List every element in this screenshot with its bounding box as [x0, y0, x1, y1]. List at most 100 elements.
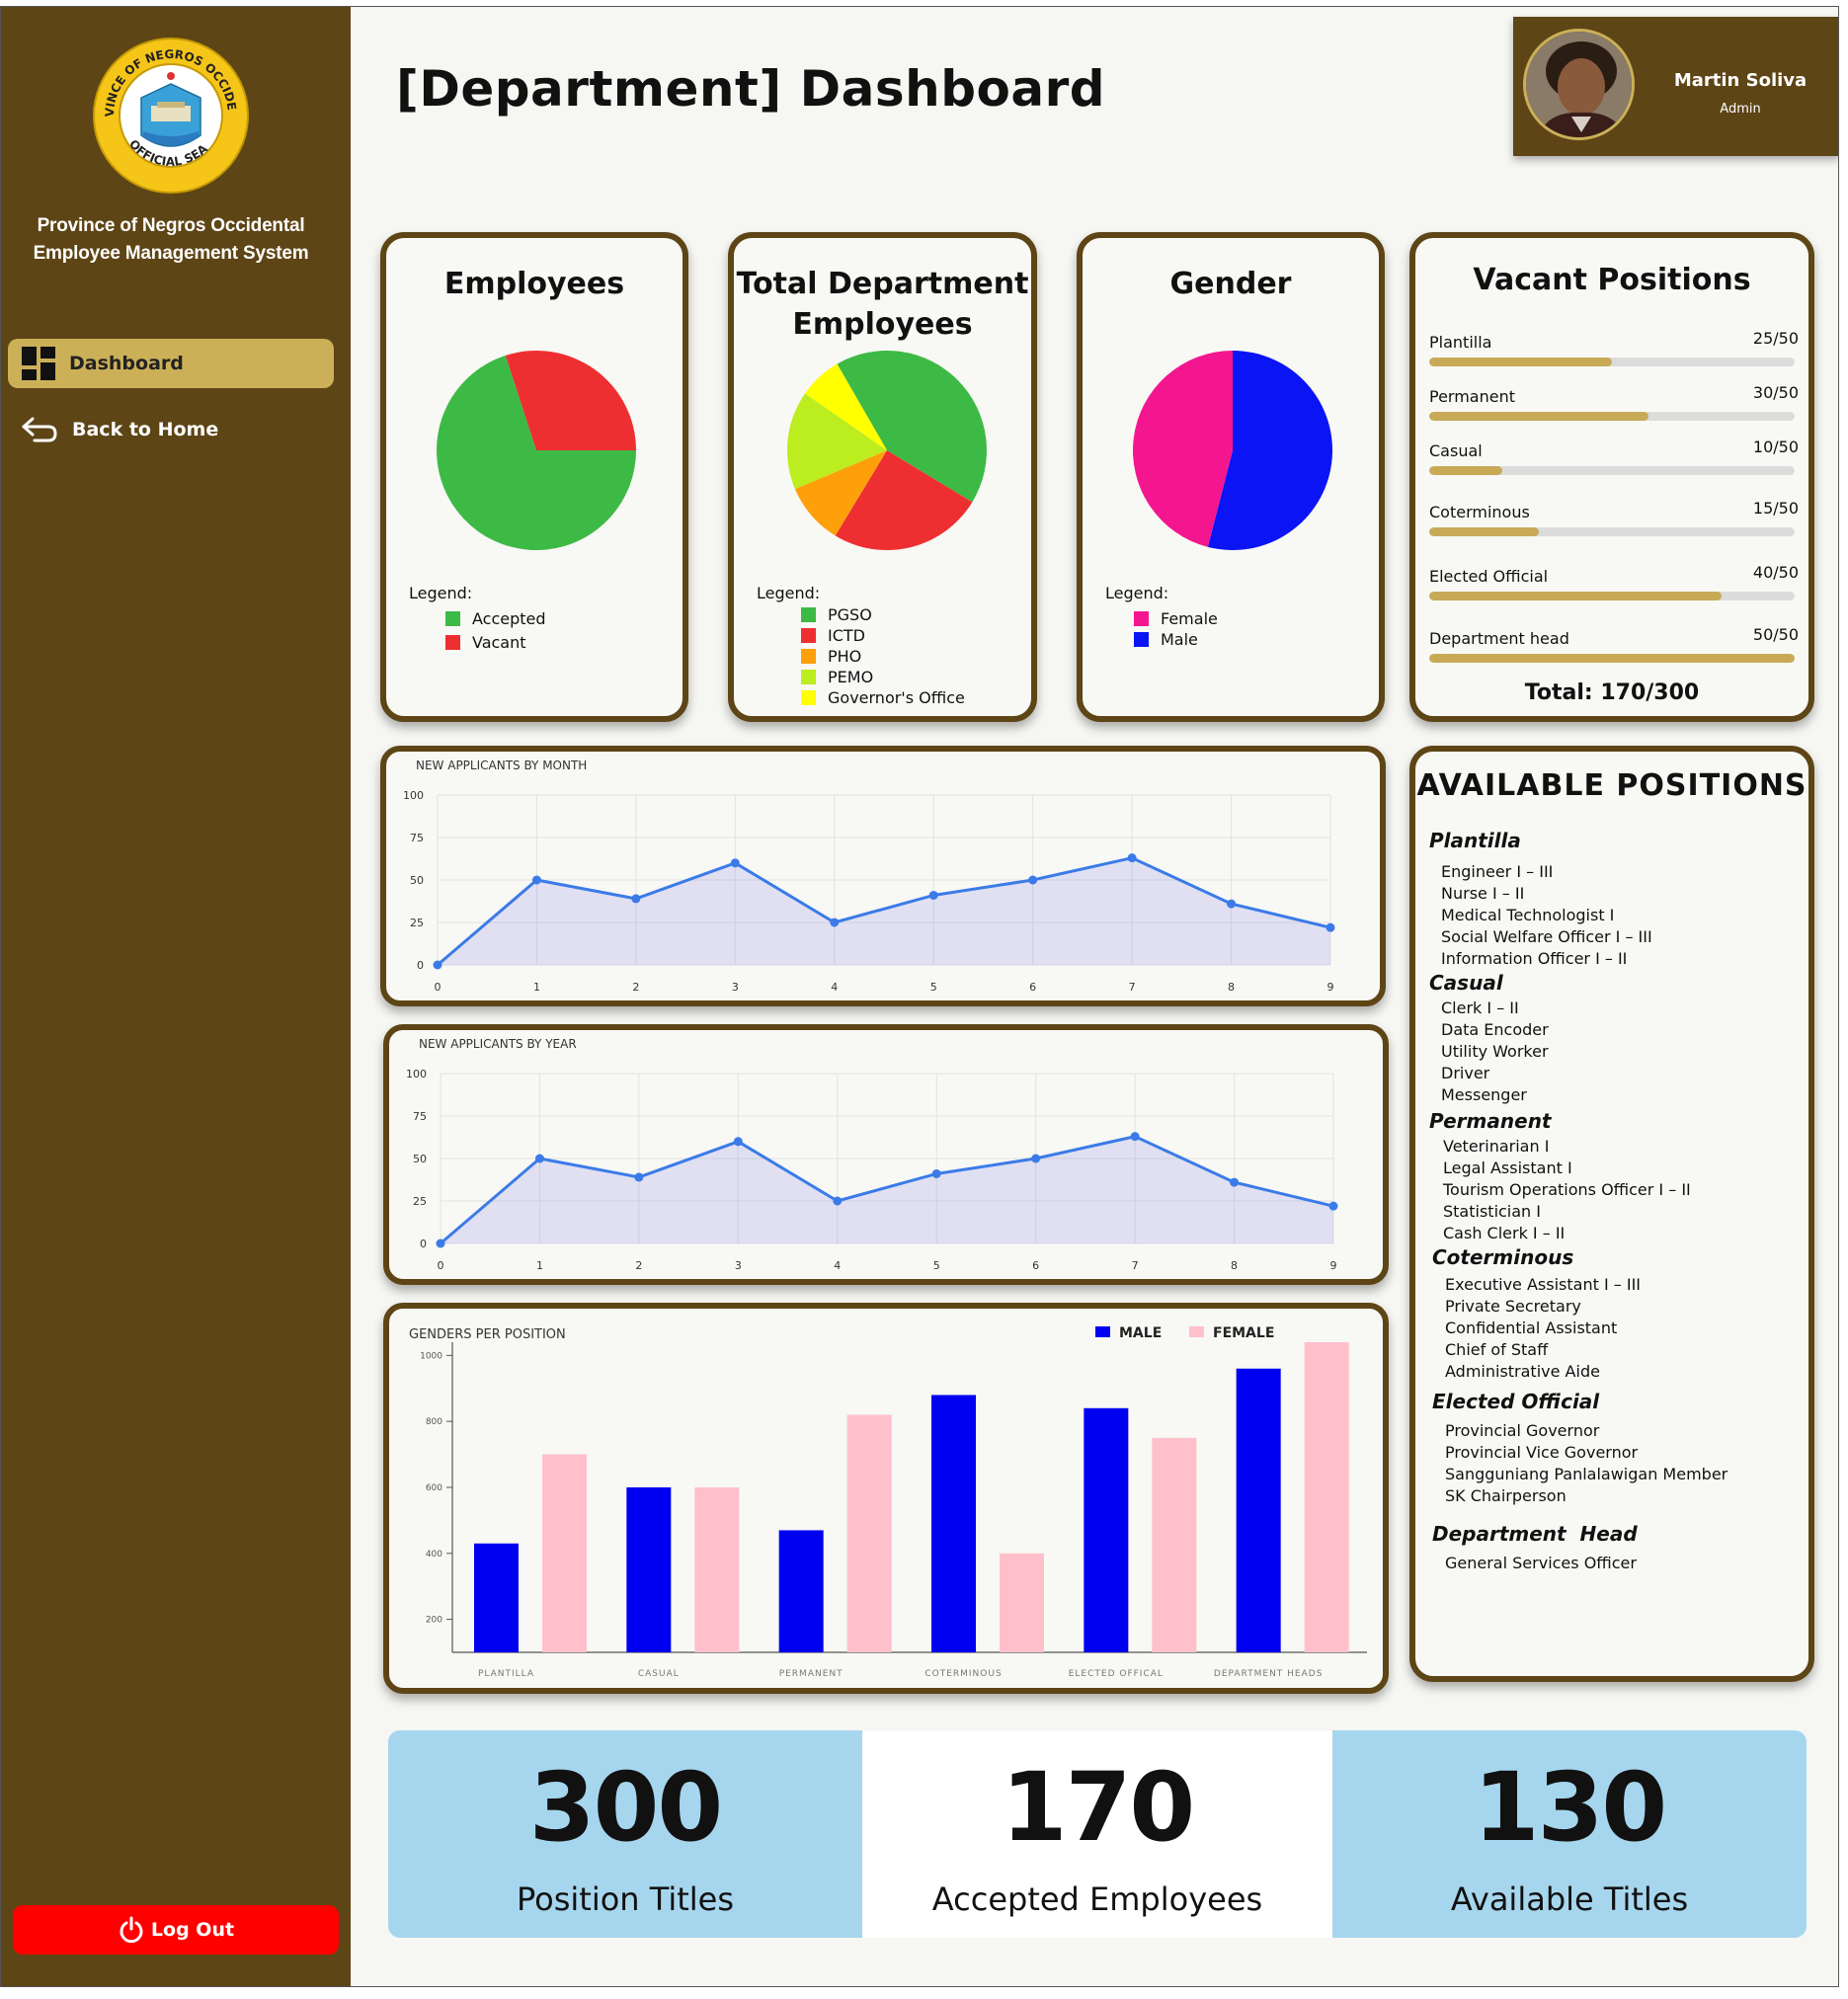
- card-title: Gender: [1169, 267, 1292, 301]
- vacant-total: Total: 170/300: [1524, 680, 1700, 705]
- vacant-progress-bar: [1429, 358, 1795, 366]
- pie-slice-pgso: [837, 351, 987, 503]
- position-item: SK Chairperson: [1445, 1486, 1567, 1505]
- vacant-progress-fill: [1429, 592, 1722, 600]
- y-tick-label: 25: [413, 1195, 427, 1208]
- data-point: [433, 960, 442, 970]
- x-tick-label: 8: [1231, 1259, 1238, 1272]
- bar-male-coterminous: [931, 1395, 976, 1652]
- legend-item-female: Female: [1134, 609, 1218, 628]
- pie-slice-female: [1133, 351, 1233, 547]
- data-point: [631, 894, 641, 904]
- data-point: [733, 1137, 743, 1147]
- legend-item-vacant: Vacant: [445, 633, 526, 652]
- pie-slice-ictd: [835, 450, 973, 550]
- bar-male-permanent: [778, 1530, 824, 1652]
- bar-female-plantilla: [542, 1454, 587, 1652]
- vacant-positions-card: Vacant Positions Plantilla 25/50 Permane…: [1409, 232, 1814, 722]
- genders-per-position-bar-chart: GENDERS PER POSITION MALE FEMALE 200 400 600 8…: [409, 1325, 1367, 1679]
- organization-name: Province of Negros Occidental Employee M…: [1, 212, 341, 268]
- stat-available-titles: 130 Available Titles: [1332, 1730, 1807, 1938]
- x-tick-label: 9: [1330, 1259, 1337, 1272]
- position-item: Medical Technologist I: [1441, 906, 1615, 924]
- applicants-by-month-line-chart: NEW APPLICANTS BY MONTH 0 25 50 75 100 0 1 2 3 4 5 6…: [403, 759, 1335, 994]
- position-item: Chief of Staff: [1445, 1340, 1549, 1359]
- x-tick-label: 0: [435, 981, 442, 994]
- user-name: Martin Soliva: [1673, 70, 1808, 91]
- y-tick-label: 75: [410, 832, 424, 844]
- position-item: Legal Assistant I: [1443, 1159, 1572, 1177]
- user-profile-card[interactable]: Martin Soliva Admin: [1513, 17, 1838, 156]
- position-category-department-head: Department Head: [1432, 1522, 1638, 1546]
- vacant-label: Coterminous: [1429, 503, 1530, 521]
- legend-label: Female: [1161, 609, 1218, 628]
- card-title-line2: Employees: [792, 307, 973, 342]
- data-point: [833, 1196, 843, 1206]
- data-point: [1031, 1154, 1041, 1163]
- y-tick-label: 25: [410, 917, 424, 929]
- legend-item-accepted: Accepted: [445, 609, 546, 628]
- position-item: Provincial Vice Governor: [1445, 1443, 1639, 1462]
- x-tick-label: 2: [635, 1259, 642, 1272]
- position-item: Statistician I: [1443, 1202, 1541, 1221]
- y-tick-label: 600: [426, 1483, 442, 1493]
- position-item: Sangguniang Panlalawigan Member: [1445, 1465, 1728, 1483]
- sidebar-item-back-to-home[interactable]: Back to Home: [21, 408, 218, 451]
- y-tick-label: 75: [413, 1110, 427, 1123]
- legend-label: MALE: [1119, 1325, 1162, 1341]
- bar-female-department-heads: [1304, 1342, 1349, 1652]
- stat-position-titles: 300 Position Titles: [388, 1730, 862, 1938]
- vacant-count: 40/50: [1752, 563, 1799, 582]
- position-item: Private Secretary: [1445, 1297, 1581, 1316]
- department-employees-pie-chart: [787, 351, 987, 550]
- legend-label: Vacant: [472, 633, 526, 652]
- vacant-label: Department head: [1429, 629, 1569, 648]
- logout-button[interactable]: Log Out: [13, 1905, 339, 1955]
- legend-item-ictd: ICTD: [801, 626, 865, 645]
- data-point: [928, 890, 938, 900]
- x-tick-label: 7: [1132, 1259, 1139, 1272]
- x-tick-label: 1: [533, 981, 540, 994]
- card-title-line1: Total Department: [736, 267, 1029, 301]
- x-tick-label: ELECTED OFFICAL: [1069, 1669, 1164, 1679]
- legend-label: Accepted: [472, 609, 546, 628]
- bar-male-elected-offical: [1084, 1407, 1129, 1652]
- legend-label: FEMALE: [1213, 1325, 1274, 1341]
- legend-label: PGSO: [828, 605, 872, 624]
- legend-swatch: [445, 635, 460, 650]
- total-department-employees-card: Total Department Employees Legend: PGSO …: [728, 232, 1037, 722]
- position-category-casual: Casual: [1429, 971, 1503, 995]
- legend-item-pgso: PGSO: [801, 605, 872, 624]
- stat-label: Available Titles: [1450, 1880, 1689, 1918]
- legend-label: PHO: [828, 647, 862, 666]
- position-item: Cash Clerk I – II: [1443, 1224, 1566, 1242]
- applicants-by-year-card: NEW APPLICANTS BY YEAR 0 25 50 75 100 0 1 2 3 4 5 6 7…: [383, 1024, 1389, 1285]
- pie-slice-male: [1207, 351, 1332, 550]
- vacant-count: 15/50: [1752, 499, 1799, 518]
- sidebar-item-label: Dashboard: [69, 353, 184, 374]
- legend-swatch: [801, 649, 816, 664]
- bar-male-plantilla: [474, 1543, 519, 1652]
- position-item: Clerk I – II: [1441, 999, 1519, 1017]
- genders-per-position-card: GENDERS PER POSITION MALE FEMALE 200 400 600 8…: [383, 1303, 1389, 1694]
- chart-title: GENDERS PER POSITION: [409, 1327, 566, 1342]
- x-tick-label: 7: [1129, 981, 1136, 994]
- vacant-progress-bar: [1429, 527, 1795, 536]
- vacant-progress-fill: [1429, 654, 1795, 663]
- position-item: Nurse I – II: [1441, 884, 1525, 903]
- y-tick-label: 200: [426, 1616, 442, 1626]
- position-category-plantilla: Plantilla: [1429, 829, 1521, 852]
- gender-pie-chart: [1133, 351, 1332, 550]
- legend-label: ICTD: [828, 626, 865, 645]
- pie-slice-governor-s-office: [805, 363, 887, 450]
- position-item: Veterinarian I: [1443, 1137, 1550, 1156]
- legend-swatch: [1134, 611, 1149, 626]
- data-point: [1328, 1201, 1338, 1211]
- legend-title: Legend:: [757, 584, 821, 602]
- legend-swatch: [801, 607, 816, 622]
- provincial-seal-logo: PROVINCE OF NEGROS OCCIDENTAL OFFICIAL S…: [92, 37, 249, 194]
- x-tick-label: 2: [632, 981, 639, 994]
- sidebar-item-dashboard[interactable]: Dashboard: [8, 339, 334, 388]
- x-tick-label: PERMANENT: [779, 1669, 844, 1679]
- series-line: [440, 1135, 1334, 1245]
